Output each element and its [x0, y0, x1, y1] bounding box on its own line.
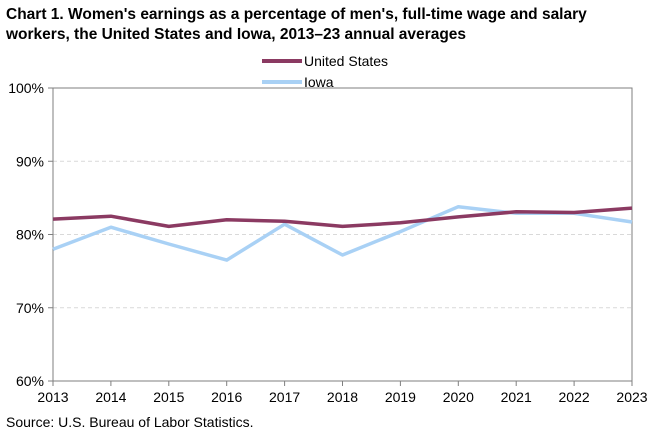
legend: United States Iowa: [262, 50, 462, 92]
x-tick-label: 2014: [95, 389, 126, 405]
series-line-iowa: [52, 204, 633, 262]
legend-item-iowa: Iowa: [262, 71, 462, 92]
x-tick-label: 2023: [616, 389, 647, 405]
legend-swatch-iowa: [262, 79, 302, 84]
y-tick-label: 60%: [16, 373, 44, 389]
x-tick-label: 2021: [501, 389, 532, 405]
series-lines: [52, 204, 633, 262]
series-line-united-states: [52, 206, 633, 229]
y-axis: 60% 70% 80% 90% 100%: [8, 80, 53, 389]
legend-label-iowa: Iowa: [304, 73, 334, 90]
legend-item-united-states: United States: [262, 50, 462, 71]
legend-label-united-states: United States: [304, 52, 389, 69]
source-note: Source: U.S. Bureau of Labor Statistics.: [6, 414, 254, 430]
x-tick-label: 2018: [327, 389, 358, 405]
x-tick-label: 2022: [559, 389, 590, 405]
chart-title-line-1: Chart 1. Women's earnings as a percentag…: [6, 6, 587, 23]
gridlines: [53, 160, 632, 309]
y-tick-label: 90%: [16, 153, 44, 169]
x-tick-label: 2017: [269, 389, 300, 405]
x-tick-label: 2020: [443, 389, 474, 405]
y-tick-label: 80%: [16, 227, 44, 243]
y-tick-label: 70%: [16, 300, 44, 316]
y-tick-label: 100%: [8, 80, 44, 96]
chart-title-line-2: workers, the United States and Iowa, 201…: [6, 26, 467, 43]
chart-title: Chart 1. Women's earnings as a percentag…: [6, 5, 654, 45]
x-tick-label: 2016: [211, 389, 242, 405]
x-tick-label: 2013: [37, 389, 68, 405]
x-tick-label: 2015: [153, 389, 184, 405]
x-axis: 2013 2014 2015 2016 2017 2018 2019 2020 2021 2022…: [37, 381, 648, 405]
x-tick-label: 2019: [385, 389, 416, 405]
legend-swatch-united-states: [262, 58, 302, 63]
